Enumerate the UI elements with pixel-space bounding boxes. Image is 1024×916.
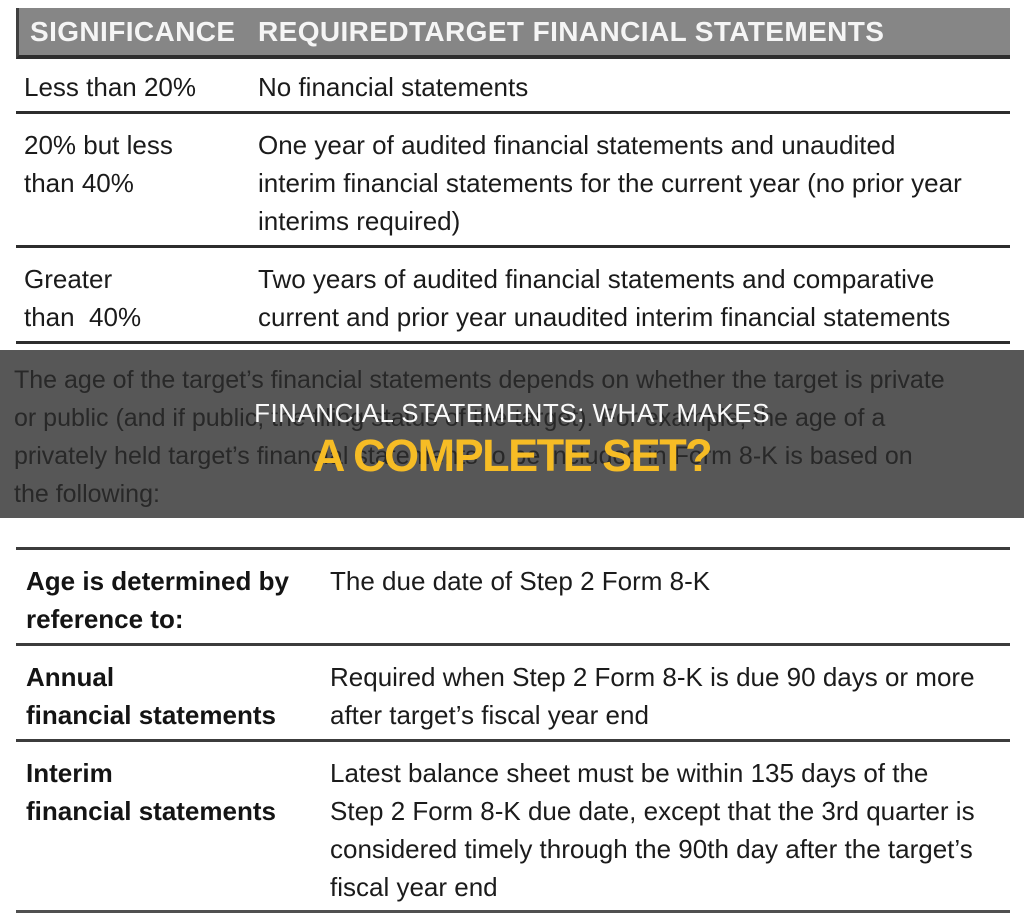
significance-cell: Less than 20%	[24, 72, 197, 102]
required-statements-header-cell: REQUIREDTARGET FINANCIAL STATEMENTS	[258, 15, 885, 47]
age-determination-table: Age is determined by reference to: The d…	[16, 547, 1010, 913]
age-row-label: Interim financial statements	[26, 758, 276, 826]
summary-banner: The age of the target’s financial statem…	[0, 350, 1024, 518]
age-row-label: Age is determined by reference to:	[26, 566, 289, 634]
significance-table-header: SIGNIFICANCE REQUIREDTARGET FINANCIAL ST…	[16, 8, 1010, 59]
age-row-value: The due date of Step 2 Form 8-K	[330, 566, 711, 596]
significance-header-cell: SIGNIFICANCE	[30, 15, 236, 47]
table-row: 20% but less than 40% One year of audite…	[16, 114, 1010, 248]
age-row-label: Annual financial statements	[26, 662, 276, 730]
significance-table: SIGNIFICANCE REQUIREDTARGET FINANCIAL ST…	[16, 8, 1010, 344]
age-row-value: Latest balance sheet must be within 135 …	[330, 758, 975, 902]
summary-paragraph: The age of the target’s financial statem…	[14, 366, 945, 508]
table-row: Age is determined by reference to: The d…	[16, 550, 1010, 646]
requirement-cell: One year of audited financial statements…	[258, 130, 962, 236]
significance-cell: Greater than 40%	[24, 264, 142, 332]
table-row: Annual financial statements Required whe…	[16, 646, 1010, 742]
age-row-value: Required when Step 2 Form 8-K is due 90 …	[330, 662, 975, 730]
table-row: Interim financial statements Latest bala…	[16, 742, 1010, 913]
overlay-title-line2: A COMPLETE SET?	[312, 430, 713, 481]
significance-cell: 20% but less than 40%	[24, 130, 173, 198]
overlay-title-line1: FINANCIAL STATEMENTS: WHAT MAKES	[254, 398, 770, 428]
requirement-cell: No financial statements	[258, 72, 529, 102]
requirement-cell: Two years of audited financial statement…	[258, 264, 951, 332]
table-row: Less than 20% No financial statements	[16, 59, 1010, 114]
table-row: Greater than 40% Two years of audited fi…	[16, 248, 1010, 344]
